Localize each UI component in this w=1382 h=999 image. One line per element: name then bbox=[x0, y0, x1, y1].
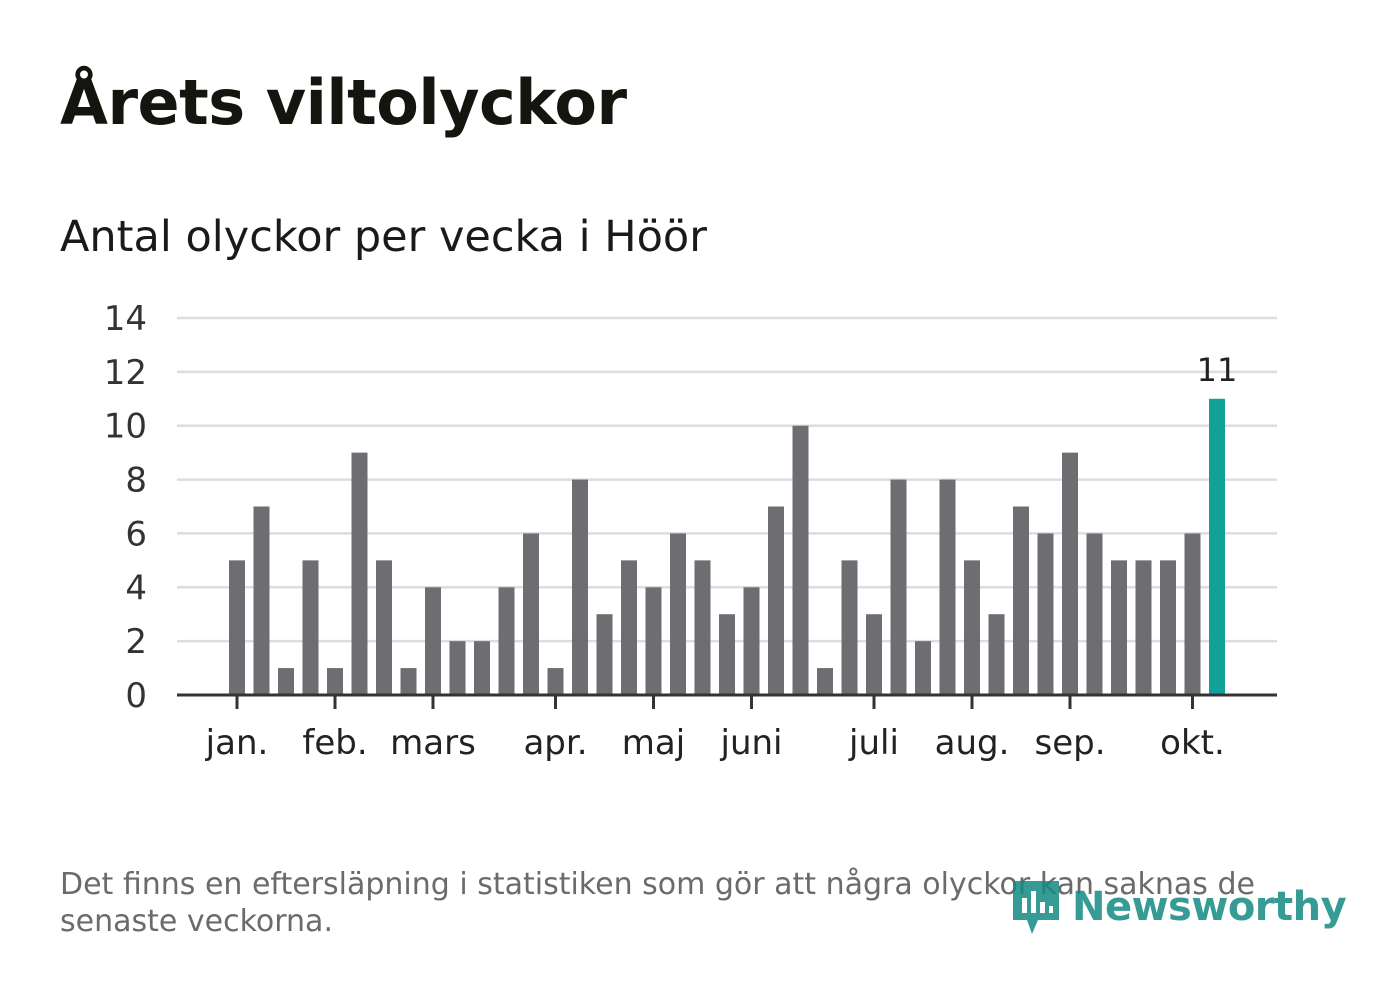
bar bbox=[596, 614, 613, 695]
y-tick-label: 4 bbox=[125, 568, 147, 608]
bar bbox=[1086, 533, 1103, 695]
y-tick-label: 8 bbox=[125, 461, 147, 501]
bar bbox=[1160, 560, 1176, 695]
x-tick-label: aug. bbox=[935, 723, 1010, 763]
bar bbox=[694, 560, 711, 695]
bar bbox=[915, 641, 931, 695]
x-tick-label: jan. bbox=[205, 723, 269, 763]
bar bbox=[547, 668, 564, 695]
x-tick-label: juni bbox=[720, 723, 783, 763]
bar bbox=[621, 560, 637, 695]
bar bbox=[841, 560, 858, 695]
y-tick-label: 10 bbox=[104, 407, 147, 447]
chart-title: Årets viltolyckor bbox=[60, 66, 627, 139]
newsworthy-logo-icon bbox=[1013, 881, 1059, 934]
bar bbox=[964, 560, 980, 695]
chart-subtitle: Antal olyckor per vecka i Höör bbox=[60, 212, 707, 262]
x-tick-label: mars bbox=[390, 723, 476, 763]
bar bbox=[523, 533, 539, 695]
bar bbox=[327, 668, 343, 695]
y-tick-label: 6 bbox=[125, 514, 147, 554]
brand-name: Newsworthy bbox=[1072, 884, 1347, 930]
x-tick-label: juli bbox=[848, 723, 899, 763]
bar bbox=[939, 479, 956, 695]
bar bbox=[988, 614, 1005, 695]
bar-highlight bbox=[1209, 398, 1225, 695]
bar bbox=[743, 587, 760, 695]
bar bbox=[229, 560, 245, 695]
bar bbox=[645, 587, 662, 695]
bar bbox=[768, 506, 784, 695]
bar bbox=[1135, 560, 1152, 695]
brand-logo: Newsworthy bbox=[1010, 876, 1347, 938]
bar bbox=[670, 533, 686, 695]
x-tick-label: feb. bbox=[302, 723, 367, 763]
bar bbox=[792, 425, 809, 695]
bar bbox=[890, 479, 907, 695]
bar bbox=[866, 614, 882, 695]
x-tick-label: maj bbox=[622, 723, 685, 763]
bar bbox=[400, 668, 417, 695]
bar bbox=[474, 641, 490, 695]
bar bbox=[449, 641, 466, 695]
bar bbox=[817, 668, 833, 695]
data-label: 11 bbox=[1197, 351, 1238, 389]
y-tick-label: 2 bbox=[125, 622, 147, 662]
x-tick-label: apr. bbox=[523, 723, 587, 763]
y-tick-label: 0 bbox=[125, 676, 147, 716]
bar bbox=[1184, 533, 1201, 695]
bar bbox=[719, 614, 735, 695]
bar bbox=[376, 560, 392, 695]
bar bbox=[253, 506, 270, 695]
bar bbox=[278, 668, 294, 695]
bar bbox=[572, 479, 588, 695]
x-tick-label: sep. bbox=[1034, 723, 1105, 763]
bar bbox=[1013, 506, 1029, 695]
bar bbox=[1062, 452, 1078, 695]
y-tick-label: 14 bbox=[104, 299, 147, 339]
bar bbox=[498, 587, 515, 695]
bar bbox=[1111, 560, 1127, 695]
x-tick-label: okt. bbox=[1160, 723, 1225, 763]
bar bbox=[302, 560, 319, 695]
y-tick-label: 12 bbox=[104, 353, 147, 393]
bar bbox=[1037, 533, 1054, 695]
bar bbox=[351, 452, 368, 695]
bar bbox=[425, 587, 441, 695]
